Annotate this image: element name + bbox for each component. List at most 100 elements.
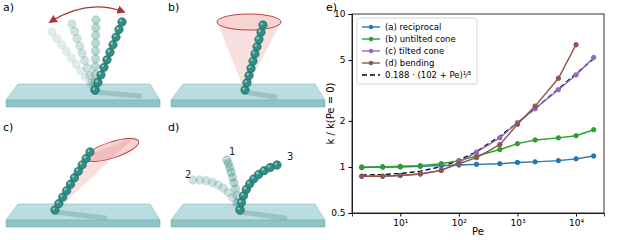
plate-side: [6, 100, 160, 107]
bead-highlight: [256, 37, 259, 40]
data-point: [574, 73, 578, 77]
data-point: [498, 136, 502, 140]
data-point: [439, 168, 443, 172]
bead: [92, 24, 100, 32]
bead-highlight: [251, 176, 254, 179]
shadow: [240, 212, 285, 218]
tick-label: 10²: [452, 218, 467, 228]
data-point: [398, 164, 402, 168]
data-point: [515, 122, 519, 126]
plate-side: [6, 220, 160, 227]
bead-highlight: [92, 87, 95, 90]
data-point: [474, 150, 478, 154]
plot-frame: [352, 14, 604, 213]
tick-mark: [349, 213, 353, 214]
bead-highlight: [87, 73, 90, 76]
bead: [91, 47, 99, 55]
bead: [94, 78, 102, 86]
series-line: [362, 130, 594, 167]
tick-label: 10³: [510, 218, 525, 228]
tick-mark: [349, 14, 353, 15]
panel: 123d): [168, 121, 325, 227]
data-point: [591, 55, 595, 59]
bead-highlight: [104, 57, 107, 60]
tick: 2: [340, 116, 352, 126]
data-point: [418, 163, 422, 167]
data-point: [498, 147, 502, 151]
bead-highlight: [93, 49, 96, 52]
plate-side: [171, 100, 325, 107]
tick-label: 1: [340, 162, 346, 172]
data-point: [360, 165, 364, 169]
bead-highlight: [69, 21, 72, 24]
data-point: [533, 104, 537, 108]
data-point: [574, 42, 578, 46]
cone-rim: [217, 14, 281, 30]
bead-highlight: [59, 42, 62, 45]
bead-highlight: [95, 80, 98, 83]
bead-highlight: [76, 169, 79, 172]
bead-highlight: [244, 80, 247, 83]
legend-label: 0.188 · (102 + Pe)¹⁄³: [385, 70, 471, 80]
shadow: [55, 212, 105, 218]
bead-highlight: [98, 72, 101, 75]
bead: [91, 39, 99, 47]
bead: [97, 71, 105, 79]
panel: a): [3, 1, 160, 107]
axis-line: [353, 214, 605, 217]
tick-label: 10¹: [393, 218, 408, 228]
tick-label: 10: [334, 9, 346, 19]
bead-highlight: [54, 36, 57, 39]
plate-top: [171, 204, 325, 220]
bead-highlight: [197, 177, 200, 180]
axis-line: [349, 15, 353, 214]
series-line: [362, 59, 594, 175]
tick-mark: [400, 213, 401, 217]
bead-highlight: [248, 66, 251, 69]
bead: [115, 25, 123, 33]
data-point: [515, 141, 519, 145]
bead-highlight: [258, 30, 261, 33]
bead-highlight: [224, 157, 227, 160]
data-point: [380, 165, 384, 169]
bead: [100, 63, 108, 71]
bead-highlight: [241, 193, 244, 196]
bead-highlight: [72, 29, 75, 32]
bead-highlight: [254, 44, 257, 47]
data-point: [556, 136, 560, 140]
cone: [55, 136, 136, 212]
data-point: [533, 160, 537, 164]
tick: 5: [340, 55, 352, 65]
legend-marker: [369, 49, 373, 53]
data-point: [515, 160, 519, 164]
tick: 1: [340, 162, 352, 172]
bead-highlight: [93, 33, 96, 36]
bead-highlight: [262, 168, 265, 171]
tick-mark: [576, 213, 577, 217]
bead-highlight: [56, 201, 59, 204]
legend-label: (d) bending: [385, 58, 434, 68]
bead: [86, 148, 94, 156]
data-point: [498, 142, 502, 146]
bead-highlight: [93, 17, 96, 20]
bead-highlight: [246, 73, 249, 76]
bead: [91, 86, 99, 94]
bead-highlight: [75, 36, 78, 39]
tick-label: 2: [340, 116, 346, 126]
data-point: [474, 155, 478, 159]
bead-highlight: [237, 207, 240, 210]
data-point: [574, 134, 578, 138]
data-point: [360, 174, 364, 178]
bead: [48, 28, 56, 36]
bead-highlight: [110, 42, 113, 45]
data-point: [380, 174, 384, 178]
plot-area: [360, 42, 596, 178]
bead-highlight: [252, 51, 255, 54]
data-point: [418, 172, 422, 176]
legend: (a) reciprocal(b) untilted cone(c) tilte…: [357, 18, 477, 84]
tick: 10²: [452, 213, 467, 228]
data-point: [498, 162, 502, 166]
rod-label: 3: [287, 151, 293, 162]
data-point: [533, 138, 537, 142]
data-point: [398, 173, 402, 177]
